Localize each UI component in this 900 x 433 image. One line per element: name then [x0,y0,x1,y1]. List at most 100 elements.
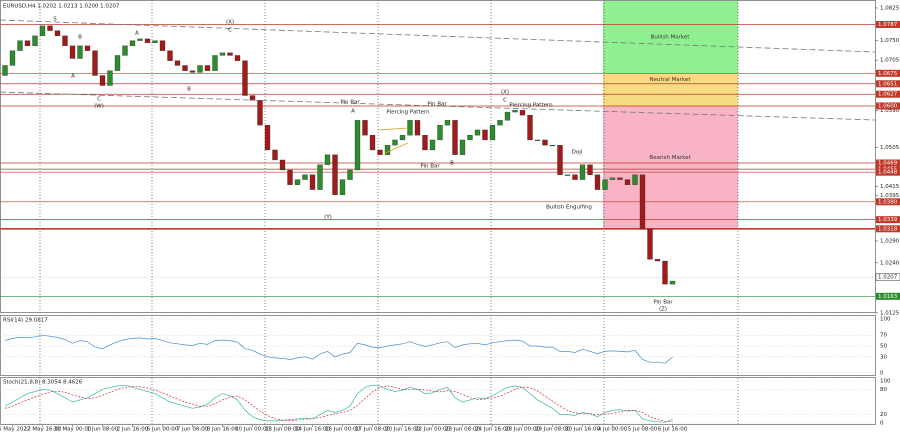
zones: Bullish Market Neutral Market Bearish Mark… [603,1,738,229]
level-label: 1.0380 [878,199,898,205]
y-tick-label: 1.0415 [880,184,900,190]
indicator-tick-label: 80 [880,387,887,393]
candle-body [272,149,278,161]
annotation: (Y) [324,215,332,221]
candle-body [317,164,323,190]
x-tick-label: 5 Jul 08:00 [628,427,658,433]
annotation: (W) [94,104,104,110]
x-tick-label: 8 Jun 16:00 [207,427,239,433]
annotation: A [71,74,75,80]
candle-body [332,154,338,195]
candle-body [99,75,106,86]
indicator-tick-label: 100 [880,379,891,385]
annotation: (X) [501,90,509,96]
candle-body [527,114,533,141]
candle-body [369,135,376,151]
rsi-label: RSI(14) 29.0817 [3,318,48,324]
support-box [876,292,900,300]
zone-label: Bearish Market [649,155,691,161]
candle-body [489,124,496,141]
annotation: B [78,35,82,41]
level-box [876,216,900,224]
y-tick-label: 1.0505 [880,145,900,151]
candle-body [24,40,31,47]
y-tick-label: 1.0750 [880,38,900,44]
trendline [0,19,876,53]
indicator-line [4,385,673,422]
candle-body [212,55,218,71]
candle-body [632,174,638,185]
level-label: 1.0675 [878,71,898,77]
candle-body [17,40,23,51]
candle-body [354,120,361,171]
candle-body [227,52,233,56]
candle-body [69,45,76,59]
annotation: A [135,31,139,37]
candle-body [362,120,368,136]
candle-body [609,177,616,180]
indicator-tick-label: 0 [880,371,884,377]
candle-body [92,50,98,76]
candle-body [9,50,16,66]
x-tick-label: 4 Jul 00:00 [598,427,628,433]
indicator-tick-label: 20 [880,412,887,418]
candle-body [302,174,308,180]
annotation: C [228,28,232,34]
candle-body [167,50,173,61]
candle-body [437,124,443,141]
x-tick-label: 20 Jun 16:00 [385,427,420,433]
current-price-box [875,273,900,281]
x-tick-label: 6 Jun 00:00 [147,427,179,433]
zone-label: Neutral Market [650,77,692,83]
x-tick-label: 10 Jun 00:00 [235,427,270,433]
x-tick-label: 17 Jun 08:00 [355,427,390,433]
y-tick-label: 1.0125 [880,310,900,316]
main-border [0,0,876,313]
level-box [876,159,900,167]
candle-body [482,129,488,141]
annotation: C [97,97,101,103]
annotation: Pin Bar [420,164,440,170]
current-price-label: 1.0207 [878,275,898,281]
annotation: B [187,87,191,93]
candle-body [587,164,593,175]
candle-body [107,70,113,86]
candle-body [422,135,428,151]
candle-body [414,120,421,136]
level-label: 1.0651 [878,81,897,87]
level-label: 1.0787 [878,22,898,28]
candle-body [647,229,653,260]
annotation: (X) [226,20,234,26]
indicator-tick-label: 50 [880,344,887,350]
x-tick-label: 30 Jun 16:00 [565,427,600,433]
annotation: A [351,109,355,115]
candle-body [399,135,406,141]
indicator-tick-label: 0 [880,421,884,427]
candle-body [347,169,353,180]
candle-body [137,38,143,41]
candle-body [557,145,563,175]
candle-body [542,139,548,146]
candle-body [504,111,511,121]
annotation: Piercing Pattern [386,110,430,116]
candle-body [654,259,661,262]
candle-body [579,164,586,180]
level-box [876,168,900,176]
candle-body [467,135,473,141]
candle-body [594,174,601,190]
candle-body [144,38,151,43]
candle-body [572,174,578,180]
candle-body [189,70,196,73]
x-tick-label: 23 Jun 08:00 [445,427,480,433]
x-tick-label: 13 Jun 08:00 [265,427,300,433]
separators [39,0,739,425]
level-box [876,102,900,110]
candle-body [242,60,248,96]
annotation: B [450,161,454,167]
x-tick-label: 2 Jun 16:00 [117,427,149,433]
y-tick-label: 1.0705 [880,58,900,64]
level-box [876,198,900,206]
pattern-line [384,142,409,154]
candle-body [182,65,188,71]
